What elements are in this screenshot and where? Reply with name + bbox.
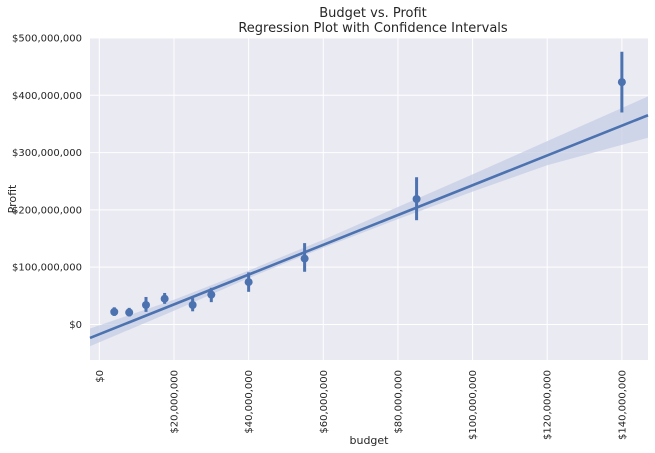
y-tick-labels: $0 $100,000,000 $200,000,000 $300,000,000 $4… bbox=[12, 34, 82, 331]
chart-title: Budget vs. Profit bbox=[319, 6, 427, 21]
x-tick-label: $80,000,000 bbox=[393, 370, 404, 434]
x-tick-label: $100,000,000 bbox=[468, 370, 479, 440]
y-tick-label: $0 bbox=[69, 320, 82, 331]
x-axis-label: budget bbox=[350, 434, 390, 447]
data-point bbox=[244, 278, 253, 287]
data-points bbox=[110, 78, 626, 317]
y-tick-label: $500,000,000 bbox=[12, 34, 82, 45]
y-tick-label: $400,000,000 bbox=[12, 91, 82, 102]
data-point bbox=[188, 300, 197, 309]
chart-subtitle: Regression Plot with Confidence Interval… bbox=[238, 21, 508, 36]
y-tick-label: $300,000,000 bbox=[12, 148, 82, 159]
regression-line-layer bbox=[89, 114, 649, 340]
y-axis-label: Profit bbox=[6, 184, 19, 213]
data-point bbox=[160, 294, 169, 303]
x-tick-label: $120,000,000 bbox=[543, 370, 554, 440]
x-tick-label: $40,000,000 bbox=[244, 370, 255, 434]
data-point bbox=[110, 307, 119, 316]
x-tick-label: $20,000,000 bbox=[169, 370, 180, 434]
data-point bbox=[207, 290, 216, 299]
data-point bbox=[300, 254, 309, 263]
data-point bbox=[412, 195, 421, 203]
confidence-band-layer bbox=[90, 96, 648, 347]
data-point bbox=[617, 78, 626, 87]
x-tick-label: $0 bbox=[95, 370, 106, 383]
y-tick-label: $200,000,000 bbox=[12, 205, 82, 216]
y-tick-label: $100,000,000 bbox=[12, 263, 82, 274]
x-tick-label: $60,000,000 bbox=[319, 370, 330, 434]
x-tick-label: $140,000,000 bbox=[617, 370, 628, 440]
data-point bbox=[141, 300, 150, 309]
data-point bbox=[125, 308, 134, 317]
x-tick-labels: $0 $20,000,000 $40,000,000 $60,000,000 $80,0… bbox=[95, 370, 629, 440]
grid-lines bbox=[90, 37, 648, 360]
regression-line bbox=[89, 114, 649, 340]
confidence-band bbox=[90, 96, 648, 347]
